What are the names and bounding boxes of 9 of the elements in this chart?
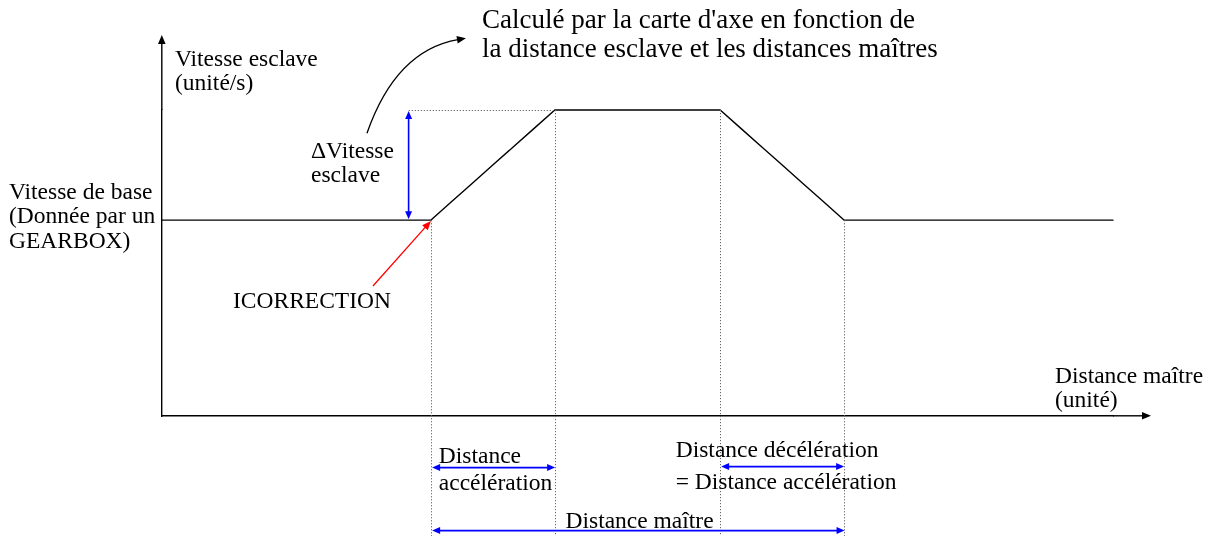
y-axis-title: Vitesse esclave (unité/s) xyxy=(175,45,318,95)
text: Vitesse de base (Donnée par un GEARBOX) xyxy=(9,177,156,253)
text: Distance maître xyxy=(565,506,714,533)
text: Distance décélération = Distance accélération xyxy=(675,435,897,496)
annotation: ΔVitesse esclave xyxy=(311,136,394,187)
annotation: ICORRECTION xyxy=(233,286,391,313)
text: Distance accélération xyxy=(438,441,553,496)
text: Calculé par la carte d'axe en fonction de la distance esclave et les distances maîtres xyxy=(482,4,938,63)
x-axis-title: Distance maître (unité) xyxy=(1055,362,1204,413)
